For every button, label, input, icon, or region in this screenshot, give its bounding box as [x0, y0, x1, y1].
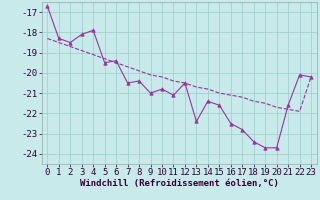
X-axis label: Windchill (Refroidissement éolien,°C): Windchill (Refroidissement éolien,°C) [80, 179, 279, 188]
